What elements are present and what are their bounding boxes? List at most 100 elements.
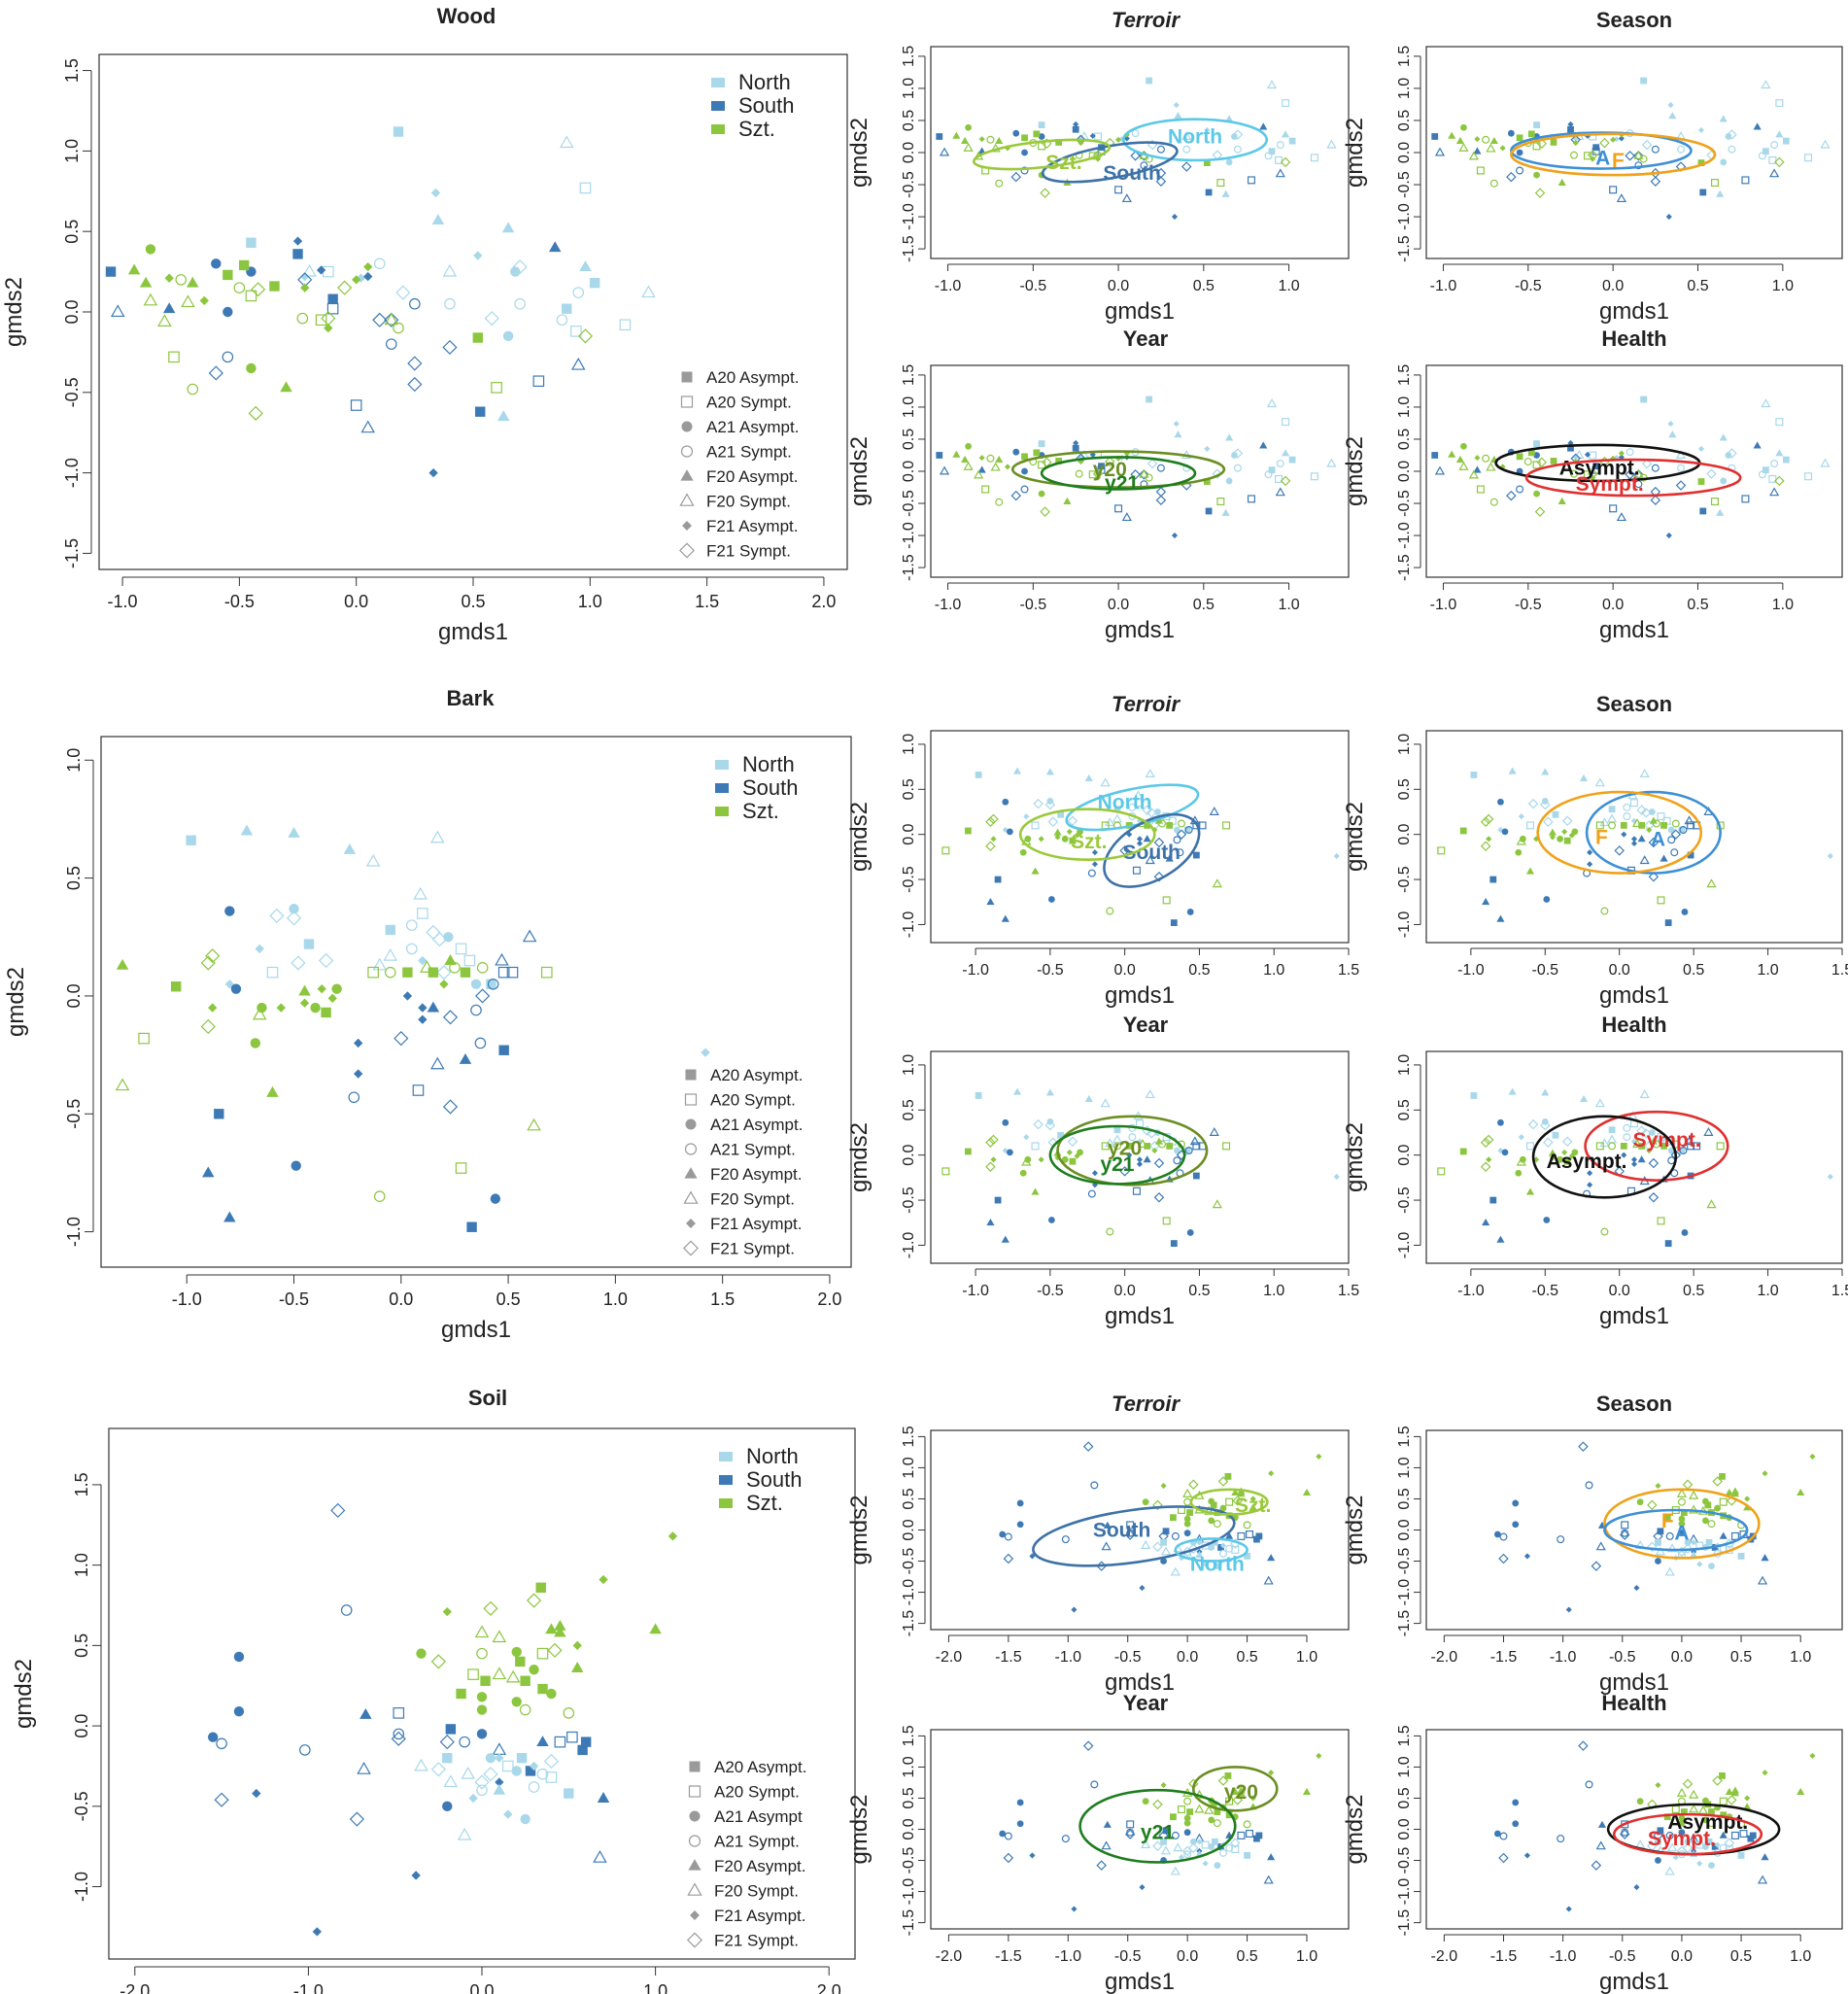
data-point bbox=[1681, 1229, 1689, 1236]
wood-season-panel: Season -1.0 -0.5 0.0 0.5 1.0 -1.5 -1.0 -0.5 0.0 0.… bbox=[1342, 8, 1843, 325]
data-point bbox=[1707, 1520, 1716, 1529]
data-point bbox=[1103, 1820, 1112, 1828]
data-point bbox=[1657, 1217, 1665, 1225]
y-tick-label: 0.0 bbox=[901, 1519, 917, 1540]
data-point bbox=[1730, 1831, 1739, 1839]
legend-group-label: A20 Sympt. bbox=[714, 1783, 800, 1802]
x-tick-label: -1.0 bbox=[935, 597, 962, 613]
data-point bbox=[1136, 836, 1144, 842]
x-axis-label: gmds1 bbox=[1599, 298, 1669, 325]
data-point bbox=[1572, 140, 1579, 147]
x-tick-label: -0.5 bbox=[279, 1289, 309, 1309]
y-tick-label: -0.5 bbox=[901, 171, 917, 198]
data-point bbox=[1774, 475, 1785, 487]
data-point bbox=[1827, 852, 1833, 860]
data-point bbox=[1146, 77, 1153, 85]
data-point bbox=[1186, 1808, 1193, 1815]
x-tick-label: 1.0 bbox=[1790, 1649, 1811, 1666]
data-point bbox=[492, 1742, 507, 1755]
data-point bbox=[963, 142, 974, 152]
data-point bbox=[1679, 1147, 1688, 1155]
y-tick-label: 0.5 bbox=[901, 110, 917, 131]
x-tick-label: 0.0 bbox=[1609, 1283, 1630, 1299]
data-point bbox=[1431, 133, 1439, 140]
confidence-ellipse bbox=[1612, 1812, 1763, 1856]
data-point bbox=[1268, 1470, 1275, 1477]
data-point bbox=[679, 542, 695, 559]
data-point bbox=[1626, 448, 1634, 457]
x-tick-label: -0.5 bbox=[1020, 597, 1047, 613]
x-tick-label: 1.0 bbox=[1757, 1283, 1778, 1299]
data-point bbox=[1753, 441, 1762, 449]
data-point bbox=[1552, 1131, 1559, 1139]
y-tick-label: 1.5 bbox=[1396, 1725, 1413, 1746]
data-point bbox=[1761, 1554, 1769, 1562]
data-point bbox=[1001, 1235, 1010, 1243]
data-point bbox=[1728, 145, 1736, 154]
data-point bbox=[1212, 878, 1222, 888]
x-tick-label: 0.5 bbox=[1236, 1649, 1257, 1666]
data-point bbox=[426, 924, 441, 941]
data-point bbox=[1608, 821, 1617, 830]
confidence-ellipse bbox=[1585, 790, 1722, 875]
data-point bbox=[1188, 1842, 1199, 1853]
data-point bbox=[994, 1196, 1002, 1204]
data-point bbox=[1768, 474, 1777, 483]
y-tick-label: 0.0 bbox=[901, 142, 917, 163]
data-point bbox=[1145, 855, 1155, 865]
x-tick-label: -2.0 bbox=[1431, 1649, 1458, 1666]
y-tick-label: -1.0 bbox=[1396, 1232, 1413, 1259]
data-point bbox=[1057, 1131, 1065, 1139]
data-point bbox=[1186, 1509, 1193, 1516]
data-point bbox=[276, 1003, 286, 1013]
data-point bbox=[1561, 828, 1568, 835]
data-point bbox=[686, 1219, 696, 1228]
legend-swatch bbox=[711, 78, 725, 87]
data-point bbox=[443, 1774, 459, 1788]
data-point bbox=[511, 1697, 522, 1707]
data-point bbox=[430, 188, 441, 198]
data-point bbox=[1595, 821, 1604, 830]
legend-swatch bbox=[719, 1475, 733, 1485]
data-point bbox=[1196, 1839, 1203, 1845]
data-point bbox=[994, 876, 1002, 883]
data-point bbox=[1557, 497, 1566, 504]
data-point bbox=[1231, 1488, 1240, 1496]
data-point bbox=[1684, 1538, 1692, 1546]
panel-title: Health bbox=[1601, 1013, 1666, 1037]
data-point bbox=[1146, 395, 1153, 403]
data-point bbox=[1016, 1521, 1024, 1529]
data-point bbox=[1527, 1118, 1539, 1130]
data-point bbox=[1267, 1554, 1276, 1562]
x-tick-label: 0.0 bbox=[1114, 1283, 1136, 1299]
data-point bbox=[1033, 1118, 1044, 1130]
x-tick-label: -2.0 bbox=[1431, 1948, 1458, 1965]
data-point bbox=[1208, 1544, 1215, 1551]
legend-group-label: A21 Sympt. bbox=[714, 1833, 800, 1851]
data-point bbox=[417, 908, 428, 919]
legend-swatch bbox=[715, 807, 729, 816]
data-point bbox=[1595, 1142, 1604, 1151]
data-point bbox=[1073, 439, 1079, 446]
data-point bbox=[1701, 1843, 1709, 1850]
confidence-ellipse bbox=[1122, 118, 1269, 162]
data-point bbox=[1638, 1143, 1646, 1150]
data-point bbox=[1630, 836, 1638, 842]
data-point bbox=[1170, 1514, 1177, 1522]
data-point bbox=[1616, 512, 1627, 522]
data-point bbox=[442, 1752, 453, 1764]
data-point bbox=[1010, 490, 1022, 501]
data-point bbox=[1255, 1832, 1263, 1839]
data-point bbox=[223, 1211, 236, 1222]
data-point bbox=[1708, 1563, 1715, 1570]
y-axis-label: gmds2 bbox=[11, 1659, 37, 1729]
legend-group-label: F20 Asympt. bbox=[714, 1857, 805, 1875]
data-point bbox=[139, 276, 153, 288]
data-point bbox=[1101, 1840, 1112, 1850]
y-tick-label: 1.0 bbox=[1396, 1457, 1413, 1478]
data-point bbox=[411, 1871, 421, 1880]
ellipse-label: y20 bbox=[1108, 1137, 1142, 1159]
x-tick-label: -0.5 bbox=[1037, 1283, 1064, 1299]
data-point bbox=[1142, 805, 1152, 815]
